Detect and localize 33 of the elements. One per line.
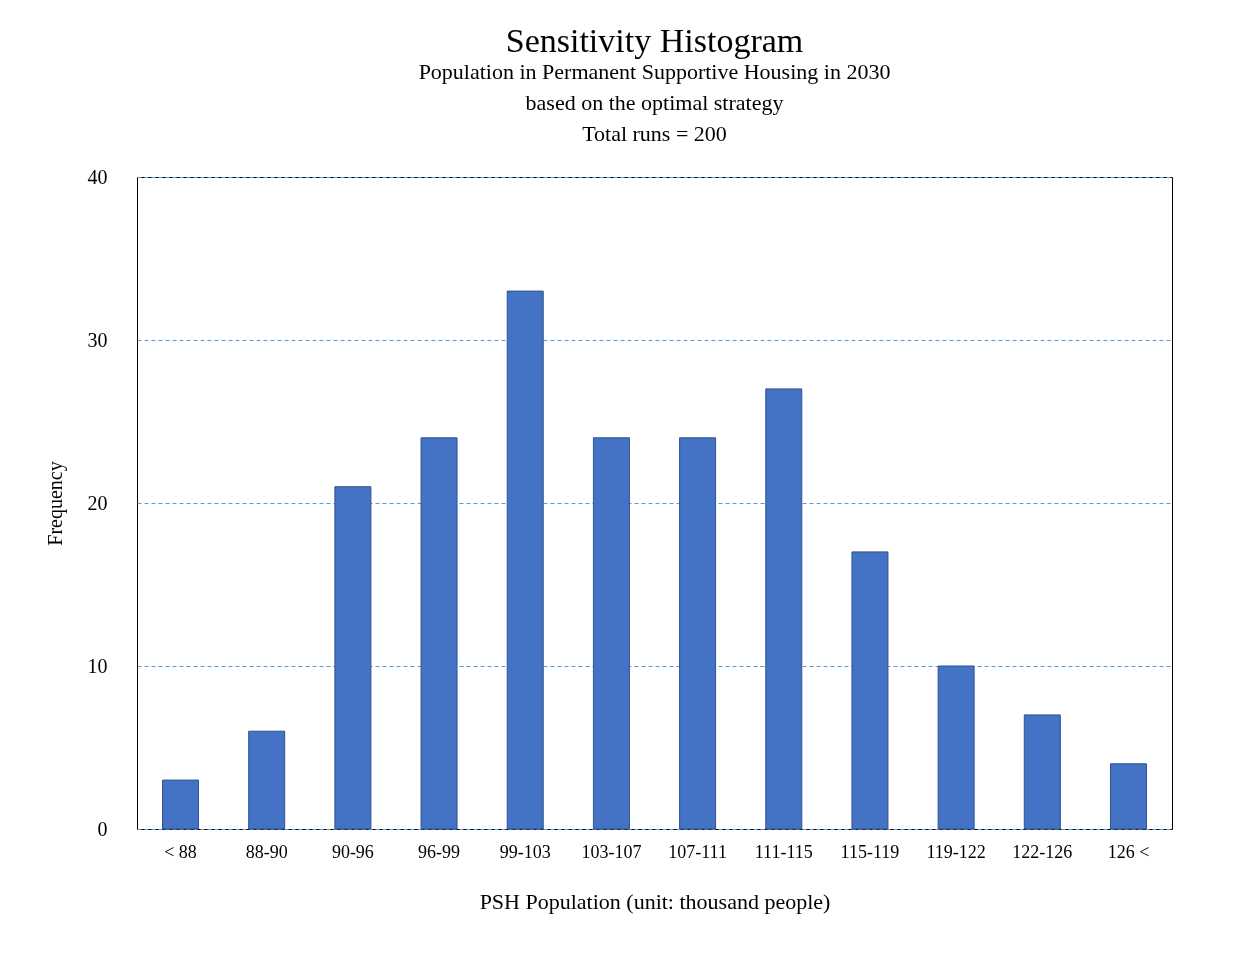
bar <box>1109 763 1147 830</box>
y-tick-label: 0 <box>97 817 108 840</box>
y-tick-label: 30 <box>87 328 108 351</box>
bar <box>679 437 717 830</box>
chart-subtitle: Population in Permanent Supportive Housing in 2030 based on the optimal strategy Total runs = 200 <box>418 59 891 146</box>
chart-title: Sensitivity Histogram <box>505 22 804 59</box>
bar <box>420 437 458 830</box>
x-tick-label: 88-90 <box>245 841 288 862</box>
y-tick-label: 40 <box>87 165 108 188</box>
bar <box>592 437 630 830</box>
bar <box>506 290 544 830</box>
x-tick-label: 96-99 <box>418 841 461 862</box>
bar <box>851 551 889 830</box>
x-tick-label: 107-111 <box>668 841 727 862</box>
bar <box>937 665 975 830</box>
x-tick-label: 119-122 <box>926 841 986 862</box>
x-tick-label: 126 < <box>1107 841 1150 862</box>
x-axis-title: PSH Population (unit: thousand people) <box>479 888 831 914</box>
y-tick-label: 20 <box>87 491 108 514</box>
y-axis-title: Frequency <box>43 461 67 546</box>
x-tick-label: 111-115 <box>754 841 813 862</box>
x-tick-label: 115-119 <box>840 841 900 862</box>
x-tick-label: 103-107 <box>581 841 642 862</box>
x-tick-label: 99-103 <box>499 841 551 862</box>
x-tick-label: 122-126 <box>1012 841 1073 862</box>
y-tick-label: 10 <box>87 654 108 677</box>
bar <box>1023 714 1061 830</box>
bar <box>162 779 200 830</box>
x-tick-label: 90-96 <box>331 841 374 862</box>
x-tick-label: < 88 <box>164 841 197 862</box>
bar <box>334 486 372 830</box>
bar <box>765 388 803 830</box>
bar <box>248 730 286 830</box>
